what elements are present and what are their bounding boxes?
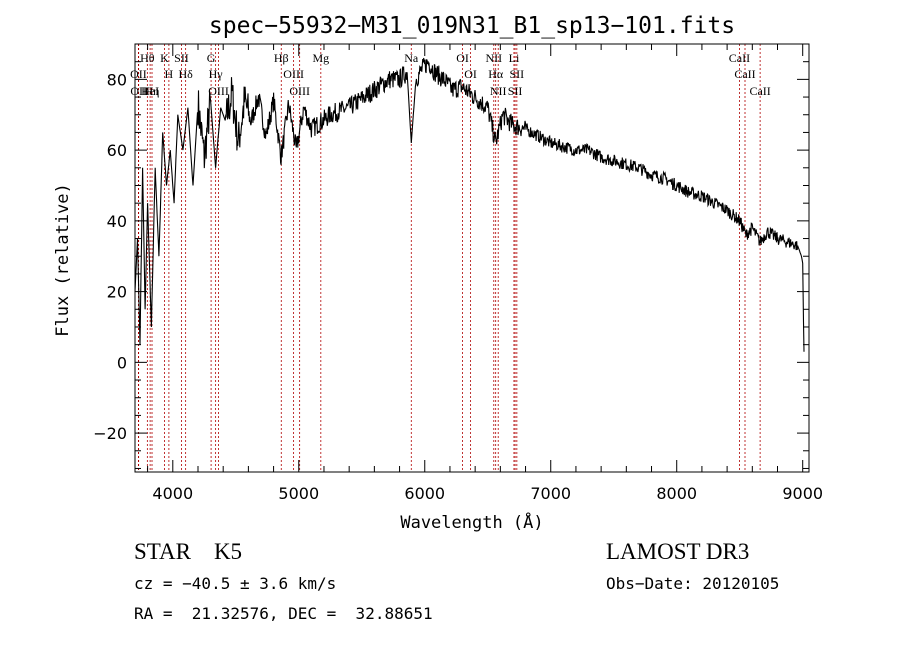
line-marker-label: SII [510, 67, 525, 81]
chart-title: spec−55932−M31_019N31_B1_sp13−101.fits [209, 13, 735, 39]
line-marker-label: Hβ [274, 51, 289, 65]
line-marker-label: OIII [289, 84, 310, 98]
line-marker-label: CaII [749, 84, 770, 98]
line-marker-label: K [160, 51, 169, 65]
y-axis-ticks: −20 0 20 40 60 80 [93, 43, 809, 469]
survey-label: LAMOST DR3 [606, 539, 750, 564]
y-tick-label: 20 [107, 283, 127, 302]
line-markers [138, 44, 761, 472]
line-marker-label: SII [508, 84, 523, 98]
line-marker-label: Hθ [140, 51, 155, 65]
x-tick-label: 8000 [656, 484, 697, 503]
x-tick-label: 9000 [782, 484, 823, 503]
line-marker-label: CaII [729, 51, 750, 65]
x-tick-label: 4000 [152, 484, 193, 503]
x-axis-label: Wavelength (Å) [400, 511, 543, 533]
line-marker-label: OIII [208, 84, 229, 98]
redshift-value: cz = −40.5 ± 3.6 km/s [134, 574, 337, 593]
spectrum-chart: spec−55932−M31_019N31_B1_sp13−101.fits H… [53, 13, 823, 533]
line-marker-label: OII [130, 67, 147, 81]
x-tick-label: 7000 [530, 484, 571, 503]
coordinates: RA = 21.32576, DEC = 32.88651 [134, 604, 433, 623]
x-axis-ticks: 4000 5000 6000 7000 8000 9000 [147, 44, 823, 503]
line-marker-label: Na [404, 51, 419, 65]
line-marker-label: Hγ [209, 67, 224, 81]
line-marker-label: NII [485, 51, 502, 65]
line-marker-label: OII [130, 84, 147, 98]
y-axis-label: Flux (relative) [53, 183, 73, 337]
x-tick-label: 5000 [278, 484, 319, 503]
y-tick-label: 0 [117, 353, 127, 372]
line-marker-label: OI [464, 67, 477, 81]
y-tick-label: 40 [107, 212, 127, 231]
classification-label: STAR K5 [134, 539, 243, 564]
line-marker-label: HeI [141, 84, 159, 98]
line-marker-label: CaII [734, 67, 755, 81]
line-marker-label: Hα [488, 67, 504, 81]
line-marker-label: SII [174, 51, 189, 65]
spectrum-line [134, 57, 805, 352]
x-tick-label: 6000 [404, 484, 445, 503]
line-marker-label: NII [490, 84, 507, 98]
line-marker-label: Hδ [178, 67, 193, 81]
line-marker-label: OI [456, 51, 469, 65]
obs-date: Obs−Date: 20120105 [606, 574, 780, 593]
y-tick-label: 60 [107, 141, 127, 160]
line-marker-label: OIII [283, 67, 304, 81]
plot-frame [134, 43, 810, 473]
line-marker-label: Mg [312, 51, 329, 65]
line-marker-label: Li [509, 51, 520, 65]
y-tick-label: −20 [93, 424, 127, 443]
y-tick-label: 80 [107, 70, 127, 89]
line-marker-label: H [165, 67, 174, 81]
line-marker-label: Hη [145, 84, 160, 98]
line-marker-label: G [207, 51, 216, 65]
